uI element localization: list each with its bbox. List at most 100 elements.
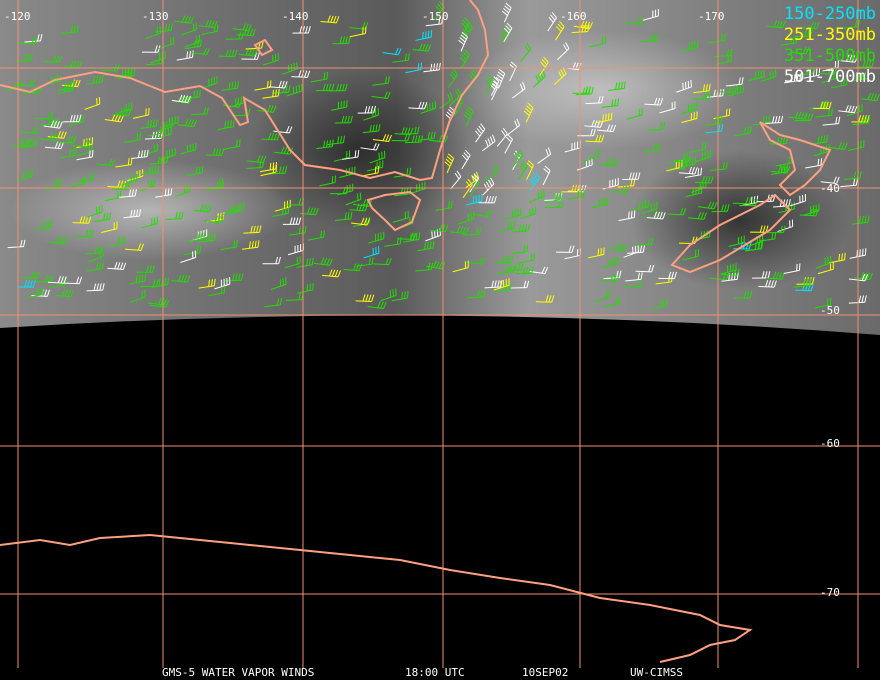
barb-flag bbox=[702, 181, 704, 189]
barb-flag bbox=[360, 217, 365, 225]
barb-flag bbox=[334, 269, 339, 277]
wind-barb bbox=[465, 171, 480, 189]
wind-barb bbox=[360, 143, 380, 151]
barb-flag bbox=[357, 193, 359, 201]
wind-barb bbox=[225, 273, 244, 282]
barb-flag bbox=[167, 23, 170, 32]
barb-flag bbox=[150, 179, 153, 187]
barb-flag bbox=[623, 81, 626, 89]
barb-flag bbox=[637, 172, 641, 180]
barb-flag bbox=[620, 185, 625, 193]
wind-barb bbox=[463, 227, 482, 236]
barb-flag bbox=[502, 256, 505, 264]
barb-flag bbox=[691, 167, 695, 174]
barb-flag bbox=[131, 189, 135, 197]
wind-barb bbox=[372, 76, 390, 86]
wind-barb bbox=[420, 101, 437, 114]
barb-flag bbox=[311, 257, 314, 265]
wind-barb bbox=[617, 178, 636, 188]
wind-barb bbox=[57, 80, 75, 91]
barb-flag bbox=[127, 68, 130, 76]
barb-flag bbox=[309, 207, 314, 215]
wind-barb bbox=[600, 274, 620, 282]
barb-flag bbox=[464, 111, 471, 117]
barb-flag bbox=[563, 44, 568, 51]
barb-flag bbox=[782, 21, 786, 28]
barb-flag bbox=[710, 201, 715, 209]
wind-barb bbox=[855, 60, 875, 68]
barb-flag bbox=[848, 54, 853, 62]
barb-flag bbox=[232, 273, 235, 281]
barb-flag bbox=[241, 32, 244, 40]
barb-flag bbox=[196, 90, 198, 98]
barb-flag bbox=[782, 225, 786, 233]
barb-flag bbox=[228, 82, 231, 90]
barb-flag bbox=[254, 49, 258, 57]
barb-flag bbox=[193, 119, 197, 127]
barb-flag bbox=[509, 265, 513, 273]
barb-flag bbox=[765, 279, 769, 287]
barb-flag bbox=[348, 36, 351, 44]
barb-flag bbox=[67, 135, 71, 143]
wind-barb bbox=[141, 165, 160, 176]
barb-flag bbox=[304, 225, 307, 233]
barb-flag bbox=[75, 60, 80, 68]
barb-flag bbox=[374, 166, 377, 174]
barb-flag bbox=[167, 277, 169, 285]
barb-flag bbox=[683, 152, 685, 161]
wind-barb bbox=[86, 205, 103, 218]
barb-flag bbox=[702, 92, 706, 100]
wind-barb bbox=[16, 169, 33, 181]
barb-flag bbox=[462, 226, 467, 234]
barb-flag bbox=[471, 174, 475, 182]
barb-flag bbox=[796, 73, 799, 81]
wind-barb bbox=[86, 261, 105, 272]
wind-barb bbox=[585, 95, 604, 105]
wind-barb bbox=[784, 73, 802, 84]
barb-flag bbox=[746, 291, 750, 299]
wind-barb bbox=[86, 75, 104, 85]
latitude-label: -70 bbox=[820, 586, 840, 599]
barb-flag bbox=[357, 149, 360, 158]
barb-flag bbox=[382, 134, 387, 141]
barb-flag bbox=[23, 239, 26, 247]
barb-flag bbox=[496, 74, 503, 80]
barb-flag bbox=[47, 111, 51, 119]
wind-barb bbox=[415, 262, 434, 272]
barb-flag bbox=[783, 165, 786, 173]
wind-barb bbox=[793, 278, 812, 288]
barb-flag bbox=[862, 60, 866, 68]
wind-barb bbox=[226, 203, 245, 212]
barb-flag bbox=[24, 54, 27, 62]
barb-flag bbox=[323, 230, 325, 238]
wind-barb bbox=[7, 239, 26, 249]
barb-flag bbox=[170, 187, 173, 195]
wind-barb bbox=[435, 200, 453, 211]
barb-flag bbox=[600, 95, 604, 104]
barb-flag bbox=[158, 56, 161, 65]
wind-barb bbox=[790, 46, 810, 55]
barb-flag bbox=[715, 116, 717, 124]
barb-flag bbox=[184, 15, 189, 23]
barb-flag bbox=[551, 12, 557, 19]
barb-flag bbox=[330, 15, 334, 23]
barb-flag bbox=[18, 138, 22, 146]
wind-barb bbox=[684, 167, 703, 178]
barb-flag bbox=[525, 266, 529, 274]
barb-flag bbox=[100, 246, 103, 254]
barb-flag bbox=[581, 25, 584, 33]
wind-barb bbox=[412, 43, 432, 52]
barb-flag bbox=[228, 49, 232, 57]
barb-flag bbox=[864, 295, 867, 303]
barb-flag bbox=[292, 217, 296, 225]
wind-barb bbox=[510, 280, 530, 289]
barb-flag bbox=[871, 60, 875, 68]
barb-flag bbox=[298, 70, 302, 78]
longitude-label: -140 bbox=[282, 10, 309, 23]
barb-flag bbox=[328, 269, 333, 277]
barb-flag bbox=[526, 105, 533, 111]
wind-barb bbox=[76, 150, 94, 161]
barb-flag bbox=[333, 15, 337, 23]
barb-flag bbox=[450, 200, 453, 208]
